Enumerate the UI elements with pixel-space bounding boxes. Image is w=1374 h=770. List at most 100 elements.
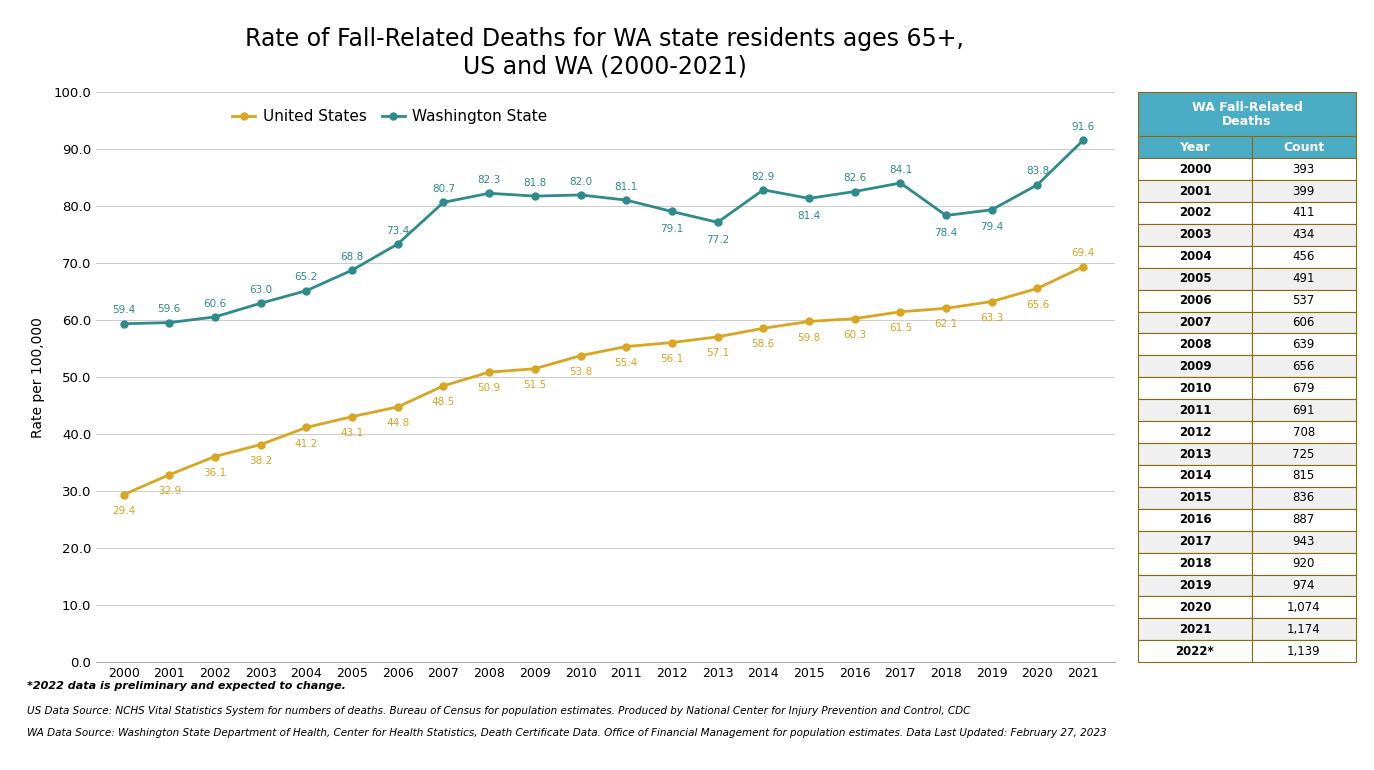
Bar (1138, 641, 1252, 662)
Text: 41.2: 41.2 (295, 439, 317, 449)
Bar (1138, 158, 1252, 180)
Text: 62.1: 62.1 (934, 320, 958, 330)
Text: 60.6: 60.6 (203, 299, 227, 309)
Text: 59.8: 59.8 (797, 333, 820, 343)
Bar (1138, 509, 1252, 531)
Text: 73.4: 73.4 (386, 226, 409, 236)
Text: 708: 708 (1293, 426, 1315, 439)
Text: 2013: 2013 (1179, 447, 1212, 460)
Text: 1,074: 1,074 (1287, 601, 1320, 614)
Text: 60.3: 60.3 (844, 330, 866, 340)
Bar (1252, 180, 1356, 202)
Text: 56.1: 56.1 (661, 353, 683, 363)
Text: 32.9: 32.9 (158, 486, 181, 496)
Text: 84.1: 84.1 (889, 165, 912, 175)
Text: 2010: 2010 (1179, 382, 1212, 395)
Text: 815: 815 (1293, 470, 1315, 483)
Text: 82.0: 82.0 (569, 176, 592, 186)
Text: 53.8: 53.8 (569, 367, 592, 377)
Text: 43.1: 43.1 (341, 427, 364, 437)
Text: 91.6: 91.6 (1072, 122, 1095, 132)
Bar (1252, 136, 1356, 158)
Bar (1252, 246, 1356, 268)
Text: 83.8: 83.8 (1026, 166, 1050, 176)
Bar (1252, 268, 1356, 290)
Text: 61.5: 61.5 (889, 323, 912, 333)
Text: 2005: 2005 (1179, 272, 1212, 285)
Bar (1138, 377, 1252, 399)
Bar (1138, 531, 1252, 553)
Text: 399: 399 (1293, 185, 1315, 198)
Text: 69.4: 69.4 (1072, 249, 1095, 259)
Text: 59.6: 59.6 (158, 304, 181, 314)
Text: 2007: 2007 (1179, 316, 1212, 329)
Text: 1,139: 1,139 (1287, 644, 1320, 658)
Text: 836: 836 (1293, 491, 1315, 504)
Text: 78.4: 78.4 (934, 228, 958, 238)
Text: 36.1: 36.1 (203, 467, 227, 477)
Bar (1252, 158, 1356, 180)
Bar (1138, 333, 1252, 356)
Text: 59.4: 59.4 (111, 306, 135, 316)
Text: 82.3: 82.3 (478, 175, 500, 185)
Text: 68.8: 68.8 (341, 252, 364, 262)
Text: 606: 606 (1293, 316, 1315, 329)
Bar (1138, 92, 1356, 136)
Text: 63.0: 63.0 (249, 285, 272, 295)
Text: 79.1: 79.1 (661, 224, 683, 234)
Text: US Data Source: NCHS Vital Statistics System for numbers of deaths. Bureau of Ce: US Data Source: NCHS Vital Statistics Sy… (27, 706, 971, 716)
Text: Rate of Fall-Related Deaths for WA state residents ages 65+,
US and WA (2000-202: Rate of Fall-Related Deaths for WA state… (245, 27, 965, 79)
Bar (1252, 312, 1356, 333)
Bar (1138, 553, 1252, 574)
Text: 2017: 2017 (1179, 535, 1212, 548)
Text: 50.9: 50.9 (478, 383, 500, 393)
Bar (1138, 487, 1252, 509)
Text: 2016: 2016 (1179, 514, 1212, 526)
Bar (1138, 224, 1252, 246)
Text: 81.4: 81.4 (797, 211, 820, 221)
Bar (1252, 421, 1356, 443)
Text: 51.5: 51.5 (523, 380, 547, 390)
Text: 411: 411 (1293, 206, 1315, 219)
Text: 65.2: 65.2 (295, 273, 317, 283)
Text: 63.3: 63.3 (980, 313, 1003, 323)
Text: 44.8: 44.8 (386, 418, 409, 428)
Text: Deaths: Deaths (1223, 115, 1272, 128)
Text: 639: 639 (1293, 338, 1315, 351)
Bar (1138, 268, 1252, 290)
Text: 943: 943 (1293, 535, 1315, 548)
Bar (1252, 618, 1356, 641)
Bar (1252, 333, 1356, 356)
Text: 679: 679 (1293, 382, 1315, 395)
Bar (1138, 290, 1252, 312)
Text: 491: 491 (1293, 272, 1315, 285)
Bar (1138, 312, 1252, 333)
Bar (1252, 487, 1356, 509)
Text: 2015: 2015 (1179, 491, 1212, 504)
Text: 82.9: 82.9 (752, 172, 775, 182)
Bar (1252, 443, 1356, 465)
Bar (1252, 224, 1356, 246)
Bar (1138, 443, 1252, 465)
Bar (1252, 509, 1356, 531)
Text: Year: Year (1179, 141, 1210, 154)
Text: 2008: 2008 (1179, 338, 1212, 351)
Bar (1138, 465, 1252, 487)
Text: 80.7: 80.7 (431, 184, 455, 194)
Text: 77.2: 77.2 (706, 235, 730, 245)
Text: 81.1: 81.1 (614, 182, 638, 192)
Text: Count: Count (1283, 141, 1325, 154)
Text: 2003: 2003 (1179, 229, 1212, 241)
Text: 2001: 2001 (1179, 185, 1212, 198)
Text: 82.6: 82.6 (844, 173, 867, 183)
Text: 456: 456 (1293, 250, 1315, 263)
Bar (1138, 421, 1252, 443)
Text: 29.4: 29.4 (111, 506, 135, 516)
Bar (1252, 399, 1356, 421)
Text: 1,174: 1,174 (1287, 623, 1320, 636)
Text: 920: 920 (1293, 557, 1315, 570)
Bar (1252, 377, 1356, 399)
Bar (1138, 399, 1252, 421)
Text: WA Data Source: Washington State Department of Health, Center for Health Statist: WA Data Source: Washington State Departm… (27, 728, 1107, 738)
Text: 2000: 2000 (1179, 162, 1212, 176)
